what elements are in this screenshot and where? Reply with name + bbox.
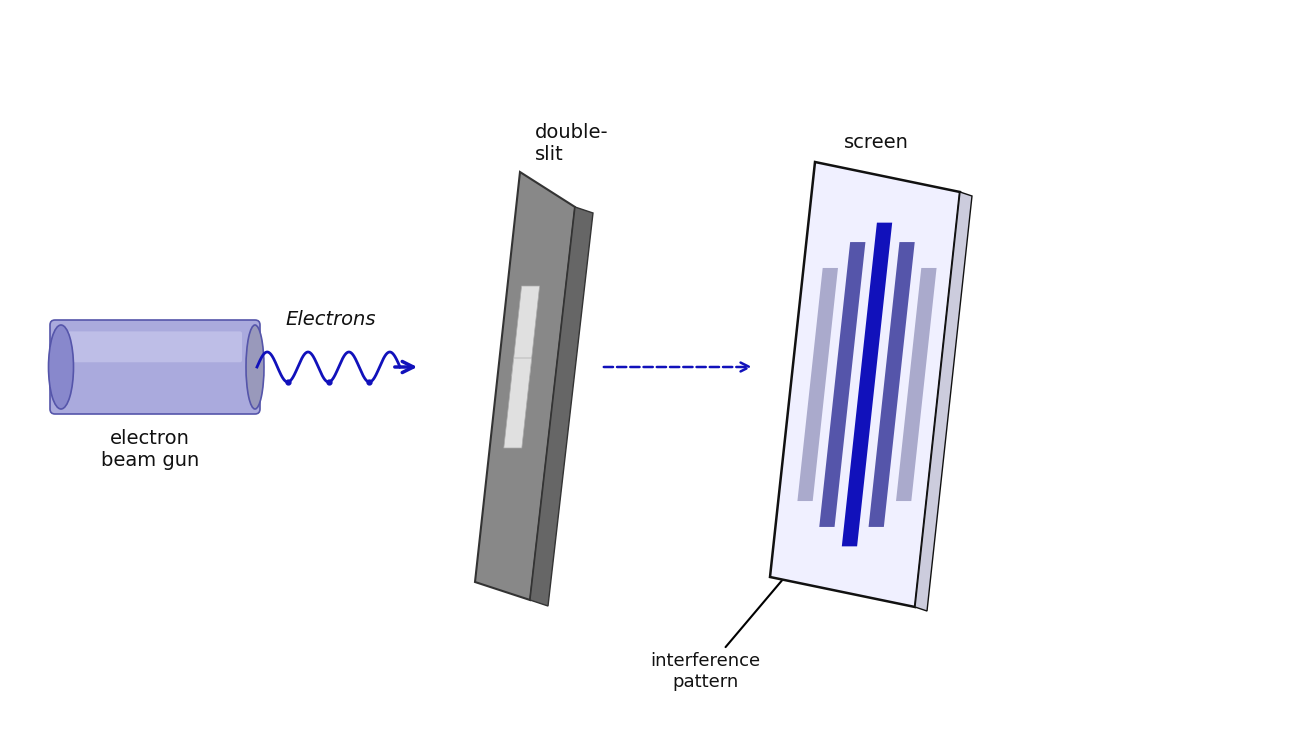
Ellipse shape [48, 325, 74, 409]
Polygon shape [512, 286, 540, 376]
Polygon shape [896, 268, 936, 501]
Polygon shape [770, 162, 959, 607]
Polygon shape [819, 242, 866, 527]
Text: interference
pattern: interference pattern [650, 569, 792, 691]
Text: double-
slit: double- slit [536, 123, 608, 164]
Polygon shape [842, 223, 892, 546]
FancyBboxPatch shape [49, 320, 260, 414]
Text: screen: screen [844, 133, 909, 152]
Text: electron
beam gun: electron beam gun [101, 429, 199, 470]
Polygon shape [868, 242, 915, 527]
Polygon shape [474, 172, 575, 600]
Text: Electrons: Electrons [285, 310, 376, 329]
Polygon shape [530, 207, 593, 606]
Polygon shape [915, 192, 972, 611]
Polygon shape [504, 358, 532, 448]
Polygon shape [797, 268, 838, 501]
Ellipse shape [246, 325, 264, 409]
FancyBboxPatch shape [68, 332, 242, 363]
